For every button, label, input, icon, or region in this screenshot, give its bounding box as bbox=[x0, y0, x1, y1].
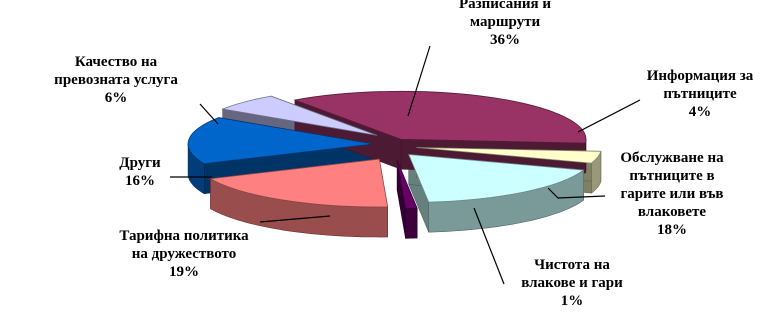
leader-line-7 bbox=[199, 103, 219, 125]
slice-category-label-6: Други bbox=[119, 155, 161, 171]
slice-category-label-4: влакове и гари bbox=[521, 275, 623, 291]
slice-category-label-5: на дружеството bbox=[132, 246, 236, 262]
pie-top-layer bbox=[187, 90, 602, 209]
slice-value-label-7: 6% bbox=[105, 90, 128, 106]
pie-slice-7 bbox=[221, 95, 378, 136]
pie-slice-1 bbox=[293, 90, 587, 144]
slice-category-label-3: гарите или във bbox=[620, 186, 723, 202]
leader-lines bbox=[170, 45, 641, 285]
slice-category-label-5: Тарифна политика bbox=[119, 228, 249, 244]
slice-value-label-6: 16% bbox=[125, 173, 155, 189]
leader-line-2 bbox=[577, 99, 641, 133]
slice-value-label-4: 1% bbox=[561, 293, 584, 309]
slice-value-label-3: 18% bbox=[657, 222, 687, 238]
slice-category-label-3: влаковете bbox=[638, 204, 707, 220]
slice-category-label-7: Качество на bbox=[75, 54, 158, 70]
slice-category-label-4: Чистота на bbox=[534, 257, 610, 273]
leader-line-4 bbox=[473, 207, 505, 285]
slice-category-label-1: маршрути bbox=[470, 14, 541, 30]
leader-line-1 bbox=[407, 45, 431, 117]
slice-category-label-2: пътниците bbox=[663, 86, 737, 102]
pie-slice-3 bbox=[408, 154, 585, 203]
leader-line-5 bbox=[259, 215, 331, 223]
leader-line-3 bbox=[547, 187, 606, 199]
pie-slice-2 bbox=[416, 147, 602, 164]
slice-value-label-2: 4% bbox=[689, 104, 712, 120]
slice-labels: Разписания и маршрути 36% Информация за пътн… bbox=[54, 0, 754, 309]
slice-value-label-5: 19% bbox=[169, 264, 199, 280]
slice-category-label-7: превозната услуга bbox=[54, 72, 178, 88]
slice-category-label-3: пътниците в bbox=[629, 168, 714, 184]
pie-slice-6 bbox=[187, 117, 374, 165]
pie-slice-5 bbox=[209, 158, 389, 208]
pie-slice-side-4 bbox=[405, 207, 418, 239]
slice-value-label-1: 36% bbox=[490, 32, 520, 48]
slice-category-label-3: Обслужване на bbox=[620, 150, 724, 166]
slice-category-label-1: Разписания и bbox=[459, 0, 551, 12]
slice-category-label-2: Информация за bbox=[647, 68, 754, 84]
pie-slice-4 bbox=[396, 160, 418, 209]
